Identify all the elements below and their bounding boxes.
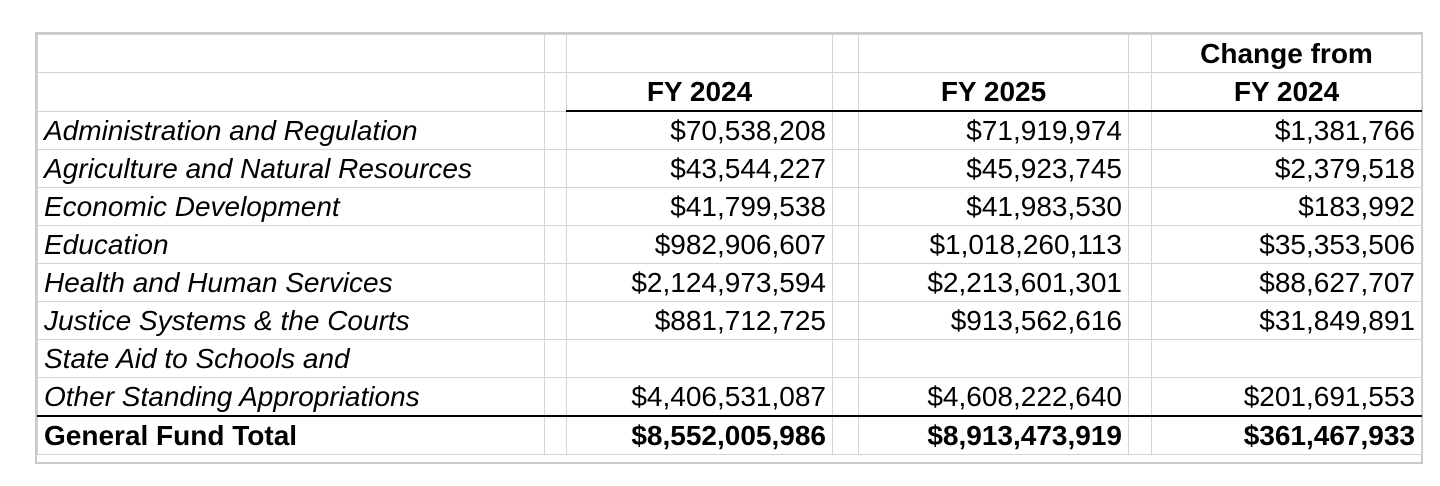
header-row-2: FY 2024 FY 2025 FY 2024 [37,72,1422,112]
change-value [1151,339,1422,378]
spacer-cell [832,377,859,417]
spacer-cell [832,225,859,264]
fy2025-value: $45,923,745 [858,149,1129,188]
budget-table-container: Change from FY 2024 FY 2025 FY 2024 Admi… [35,32,1423,464]
fy2024-value: $881,712,725 [566,301,833,340]
total-label: General Fund Total [37,415,545,455]
change-value: $201,691,553 [1151,377,1422,417]
spacer-cell [544,339,567,378]
spacer-cell [544,34,567,73]
change-value: $88,627,707 [1151,263,1422,302]
spacer-cell [1128,263,1152,302]
spacer-cell [544,149,567,188]
spacer-cell [1128,72,1152,112]
header-fy2025: FY 2025 [858,72,1129,112]
spacer-cell [832,301,859,340]
total-row: General Fund Total $8,552,005,986 $8,913… [37,415,1422,455]
spacer-cell [544,263,567,302]
spacer-cell [832,72,859,112]
change-value: $31,849,891 [1151,301,1422,340]
row-label: Agriculture and Natural Resources [37,149,545,188]
row-label: Education [37,225,545,264]
spacer-cell [1128,225,1152,264]
change-value: $183,992 [1151,187,1422,226]
spacer-cell [544,415,567,455]
fy2025-value: $913,562,616 [858,301,1129,340]
fy2025-value [858,339,1129,378]
spacer-cell [544,110,567,150]
fy2024-value: $4,406,531,087 [566,377,833,417]
spacer-cell [1128,110,1152,150]
fy2024-value: $70,538,208 [566,110,833,150]
spacer-cell [544,187,567,226]
spacer-cell [1128,187,1152,226]
spacer-cell [1128,339,1152,378]
spacer-cell [544,301,567,340]
fy2025-value: $2,213,601,301 [858,263,1129,302]
spacer-cell [1128,34,1152,73]
total-fy2025: $8,913,473,919 [858,415,1129,455]
fy2024-value: $43,544,227 [566,149,833,188]
header-blank-cell [858,34,1129,73]
header-row-1: Change from [37,34,1422,73]
spacer-cell [832,263,859,302]
fy2024-value: $2,124,973,594 [566,263,833,302]
fy2025-value: $4,608,222,640 [858,377,1129,417]
spacer-cell [1128,377,1152,417]
header-blank-cell [37,34,545,73]
spacer-cell [1128,301,1152,340]
table-row: Other Standing Appropriations $4,406,531… [37,377,1422,417]
spacer-cell [832,187,859,226]
header-fy2024: FY 2024 [566,72,833,112]
spacer-cell [544,225,567,264]
fy2025-value: $1,018,260,113 [858,225,1129,264]
spacer-cell [1128,149,1152,188]
row-label: Health and Human Services [37,263,545,302]
spacer-cell [1128,415,1152,455]
fy2025-value: $41,983,530 [858,187,1129,226]
row-label: Other Standing Appropriations [37,377,545,417]
table-row: State Aid to Schools and [37,339,1422,378]
row-label: State Aid to Schools and [37,339,545,378]
fy2024-value: $982,906,607 [566,225,833,264]
spacer-cell [832,110,859,150]
table-row: Agriculture and Natural Resources $43,54… [37,149,1422,188]
row-label: Economic Development [37,187,545,226]
fy2024-value [566,339,833,378]
spacer-cell [544,377,567,417]
spacer-cell [832,339,859,378]
total-fy2024: $8,552,005,986 [566,415,833,455]
change-value: $35,353,506 [1151,225,1422,264]
header-change-line2: FY 2024 [1151,72,1422,112]
spacer-cell [832,34,859,73]
table-row: Administration and Regulation $70,538,20… [37,110,1422,150]
change-value: $2,379,518 [1151,149,1422,188]
row-label: Justice Systems & the Courts [37,301,545,340]
table-row: Justice Systems & the Courts $881,712,72… [37,301,1422,340]
fy2025-value: $71,919,974 [858,110,1129,150]
header-change-line1: Change from [1151,34,1422,73]
spacer-cell [544,72,567,112]
row-label: Administration and Regulation [37,110,545,150]
fy2024-value: $41,799,538 [566,187,833,226]
total-change: $361,467,933 [1151,415,1422,455]
table-row: Health and Human Services $2,124,973,594… [37,263,1422,302]
budget-table: Change from FY 2024 FY 2025 FY 2024 Admi… [37,34,1422,455]
header-blank-cell [37,72,545,112]
change-value: $1,381,766 [1151,110,1422,150]
table-row: Economic Development $41,799,538 $41,983… [37,187,1422,226]
spacer-cell [832,149,859,188]
spacer-cell [832,415,859,455]
table-row: Education $982,906,607 $1,018,260,113 $3… [37,225,1422,264]
header-blank-cell [566,34,833,73]
